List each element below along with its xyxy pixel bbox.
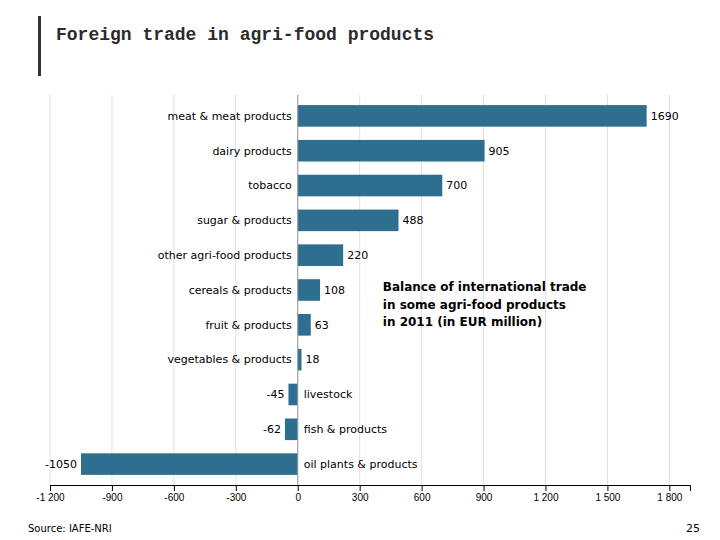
- tick-mark: [112, 485, 113, 491]
- category-label: dairy products: [212, 145, 292, 158]
- tick-label: 1 800: [657, 492, 682, 503]
- value-label: 108: [324, 284, 345, 297]
- tick: 300: [352, 485, 369, 503]
- tick-label: -300: [226, 492, 246, 503]
- tick-mark: [669, 485, 670, 491]
- value-label: 700: [446, 179, 467, 192]
- tick-label: -900: [102, 492, 122, 503]
- grid-line: [173, 95, 174, 485]
- tick: -1 200: [36, 485, 65, 503]
- tick-mark: [607, 485, 608, 491]
- category-label: oil plants & products: [304, 458, 418, 471]
- plot: -1 200 -900 -600 -300 0 300 600 900 1 200 1 500 1 …: [36, 95, 690, 503]
- page-number: 25: [686, 522, 700, 535]
- value-label: -62: [263, 423, 281, 436]
- value-label: 18: [305, 353, 319, 366]
- value-label: 220: [347, 249, 368, 262]
- tick-mark: [545, 485, 546, 491]
- value-label: 1690: [651, 110, 679, 123]
- value-labels: 1690 905 700 488 220 108 63 18 -45 -62 -1050: [45, 110, 679, 471]
- tick-label: 900: [476, 492, 493, 503]
- bar: [298, 175, 443, 197]
- bar: [285, 418, 298, 440]
- grid-line: [297, 95, 298, 485]
- category-label: other agri-food products: [158, 249, 292, 262]
- category-label: tobacco: [248, 179, 292, 192]
- chart: Foreign trade in agri-food products -1 20…: [0, 0, 720, 540]
- tick-label: -600: [164, 492, 184, 503]
- category-label: fish & products: [304, 423, 388, 436]
- tick-label: 1 200: [533, 492, 558, 503]
- bar: [288, 384, 297, 406]
- grid-line: [607, 95, 608, 485]
- bar: [298, 349, 302, 371]
- tick-mark: [360, 485, 361, 491]
- value-label: 905: [489, 145, 510, 158]
- category-label: fruit & products: [205, 319, 292, 332]
- category-labels: meat & meat products dairy products tobacc…: [158, 110, 418, 471]
- bars: [81, 105, 647, 475]
- value-label: 63: [315, 319, 329, 332]
- tick-mark: [298, 485, 299, 491]
- axis-line: [51, 486, 691, 492]
- bar: [298, 210, 399, 232]
- tick: 600: [414, 485, 431, 503]
- bar: [298, 105, 647, 127]
- title: Foreign trade in agri-food products: [56, 25, 434, 45]
- bar: [298, 314, 311, 336]
- tick-mark: [422, 485, 423, 491]
- tick: 1 200: [533, 485, 558, 503]
- bar: [298, 279, 320, 301]
- tick: 900: [476, 485, 493, 503]
- source: Source: IAFE-NRI: [28, 523, 112, 534]
- grid-line: [669, 95, 670, 485]
- tick-label: 1 500: [595, 492, 620, 503]
- tick-label: 300: [352, 492, 369, 503]
- grid: [50, 95, 669, 485]
- bar: [298, 140, 485, 162]
- tick-label: 600: [414, 492, 431, 503]
- tick-label: -1 200: [36, 492, 65, 503]
- grid-line: [50, 95, 51, 485]
- tick-mark: [50, 485, 51, 491]
- tick-mark: [236, 485, 237, 491]
- value-label: -1050: [45, 458, 77, 471]
- category-label: sugar & products: [197, 214, 292, 227]
- tick: 1 500: [595, 485, 620, 503]
- subtitle: Balance of international tradein some ag…: [383, 280, 587, 329]
- title-decoration: [38, 16, 41, 76]
- bar: [81, 453, 298, 475]
- tick-mark: [174, 485, 175, 491]
- category-label: vegetables & products: [168, 353, 292, 366]
- tick-label: 0: [295, 492, 301, 503]
- grid-line: [111, 95, 112, 485]
- tick: -600: [164, 485, 184, 503]
- value-label: -45: [266, 388, 284, 401]
- tick: -300: [226, 485, 246, 503]
- tick: 1 800: [657, 485, 682, 503]
- tick: -900: [102, 485, 122, 503]
- tick: 0: [295, 485, 301, 503]
- value-label: 488: [402, 214, 423, 227]
- x-axis: -1 200 -900 -600 -300 0 300 600 900 1 200 1 500 1 …: [36, 485, 690, 503]
- category-label: livestock: [304, 388, 353, 401]
- bar: [298, 244, 343, 266]
- tick-mark: [484, 485, 485, 491]
- zero-line: [297, 95, 298, 485]
- category-label: meat & meat products: [168, 110, 292, 123]
- category-label: cereals & products: [189, 284, 292, 297]
